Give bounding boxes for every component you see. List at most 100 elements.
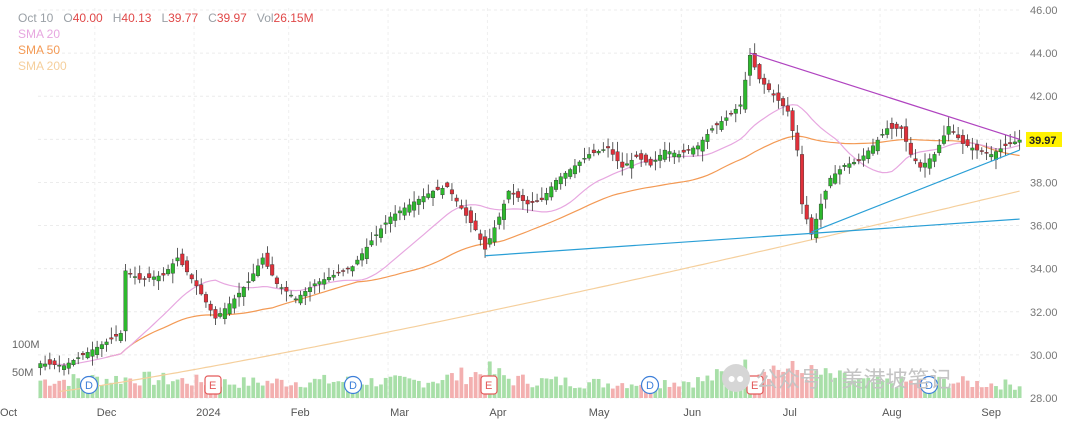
volume-bar (970, 387, 974, 398)
candle-body (460, 206, 464, 209)
volume-bar (228, 385, 232, 398)
candle-body (592, 150, 596, 153)
candle-body (479, 234, 483, 240)
candle-body (602, 150, 606, 151)
candle-body (445, 183, 449, 187)
candle-body (791, 111, 795, 131)
candle-body (961, 135, 965, 143)
x-tick-label: 2024 (196, 407, 220, 419)
volume-bar (138, 385, 142, 398)
candle-body (119, 333, 123, 340)
candle-body (128, 273, 132, 274)
candle-body (81, 353, 85, 355)
volume-bar (630, 384, 634, 398)
volume-bar (67, 386, 71, 398)
candle-body (152, 277, 156, 280)
candle-body (866, 151, 870, 159)
candle-body (966, 140, 970, 146)
candle-body (493, 228, 497, 242)
candle-body (379, 229, 383, 238)
candle-body (824, 191, 828, 199)
sma20-line (55, 105, 1020, 365)
candle-body (725, 118, 729, 121)
volume-bar (663, 380, 667, 398)
candle-body (848, 164, 852, 168)
candle-body (124, 271, 128, 331)
candle-body (251, 274, 255, 281)
candle-body (814, 219, 818, 238)
candle-body (299, 295, 303, 303)
sma50-line (107, 136, 1020, 357)
volume-bar (691, 388, 695, 398)
candle-body (881, 134, 885, 135)
volume-bar (502, 375, 506, 398)
watermark-text: 公众号 · 美港坡笔记 (756, 362, 952, 394)
volume-bar (393, 375, 397, 398)
candle-body (294, 299, 298, 300)
candle-body (644, 155, 648, 162)
x-tick-label: Jun (683, 407, 701, 419)
candle-body (691, 148, 695, 154)
y-tick-label: 34.00 (1030, 264, 1058, 276)
volume-bar (322, 375, 326, 398)
candle-body (975, 144, 979, 150)
volume-bar (606, 383, 610, 398)
candle-body (611, 150, 615, 155)
candle-body (672, 153, 676, 157)
candle-body (327, 277, 331, 280)
event-marker-label: D (349, 380, 357, 392)
volume-bar (710, 380, 714, 398)
volume-bar (635, 386, 639, 398)
x-tick-label: Feb (291, 407, 310, 419)
volume-bar (180, 378, 184, 398)
candle-body (956, 135, 960, 138)
candle-body (918, 163, 922, 168)
volume-bar (284, 387, 288, 398)
candle-body (48, 360, 52, 365)
volume-bar (549, 379, 553, 398)
volume-bar (975, 381, 979, 398)
volume-bar (564, 378, 568, 398)
dividend-marker: D (642, 377, 659, 394)
volume-bar (270, 383, 274, 398)
legend-close-label: C (208, 11, 217, 25)
candle-body (313, 284, 317, 286)
candle-body (980, 151, 984, 152)
volume-bar (687, 382, 691, 398)
volume-bar (961, 376, 965, 398)
candle-body (218, 313, 222, 316)
candle-body (162, 273, 166, 275)
volume-bar (143, 372, 147, 398)
candle-body (734, 109, 738, 113)
candle-body (762, 78, 766, 84)
candle-body (630, 160, 634, 168)
candle-body (247, 282, 251, 283)
candle-body (729, 113, 733, 114)
candle-body (233, 299, 237, 308)
candle-body (422, 196, 426, 201)
candle-body (469, 211, 473, 223)
legend-volume-label: Vol (257, 11, 274, 25)
candle-body (455, 198, 459, 201)
legend-date: Oct 10 (18, 10, 53, 26)
volume-bar (294, 382, 298, 398)
volume-bar (152, 385, 156, 398)
candle-body (663, 150, 667, 159)
candle-body (862, 156, 866, 161)
volume-bar (1013, 390, 1017, 398)
y-tick-label: 36.00 (1030, 221, 1058, 233)
volume-bar (460, 368, 464, 398)
volume-bar (668, 387, 672, 398)
candle-body (346, 268, 350, 269)
volume-bar (592, 379, 596, 398)
volume-bar (100, 385, 104, 398)
candle-body (639, 153, 643, 159)
volume-bar (275, 379, 279, 398)
candle-body (781, 98, 785, 105)
candle-body (308, 288, 312, 292)
candle-body (564, 173, 568, 178)
candle-body (540, 198, 544, 200)
volume-bar (133, 383, 137, 398)
candle-body (1018, 140, 1022, 142)
volume-bar (53, 384, 57, 398)
